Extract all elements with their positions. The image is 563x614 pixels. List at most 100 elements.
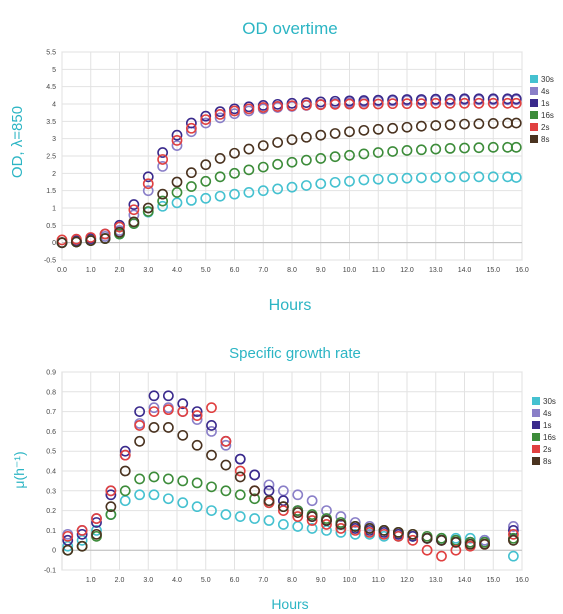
x-tick-label: 7.0	[258, 267, 268, 274]
data-point	[415, 98, 427, 110]
data-point	[234, 489, 246, 501]
data-point	[185, 122, 197, 134]
x-axis-label: Hours	[271, 596, 308, 612]
data-point	[206, 449, 217, 461]
y-tick-label: -0.1	[44, 568, 56, 575]
x-tick-label: 9.0	[316, 577, 326, 584]
data-point	[91, 528, 102, 540]
data-point	[229, 188, 240, 200]
data-point	[459, 118, 470, 130]
y-tick-label: 5	[52, 67, 56, 74]
data-point	[315, 178, 327, 190]
data-point	[459, 142, 470, 154]
data-point	[200, 117, 212, 129]
data-point	[444, 93, 456, 105]
data-point	[473, 93, 485, 105]
data-point	[277, 505, 289, 516]
data-point	[344, 175, 355, 187]
data-point	[229, 167, 240, 179]
data-point	[99, 228, 111, 240]
data-point	[157, 200, 169, 212]
data-point	[459, 171, 470, 183]
y-tick-label: 2.5	[46, 154, 56, 161]
data-point	[91, 517, 102, 528]
data-point	[401, 121, 413, 133]
data-point	[444, 142, 456, 154]
data-point	[85, 235, 97, 246]
data-point	[344, 98, 355, 110]
data-point	[220, 459, 232, 471]
data-point	[272, 137, 284, 148]
legend-label-30s: 30s	[543, 397, 556, 406]
data-point	[220, 435, 232, 447]
data-point	[263, 479, 275, 491]
data-point	[277, 501, 289, 513]
data-point	[300, 180, 312, 191]
x-tick-label: 16.0	[515, 577, 529, 584]
data-point	[171, 176, 183, 188]
data-point	[234, 511, 246, 522]
data-point	[415, 144, 427, 156]
data-point	[358, 148, 370, 160]
data-point	[487, 97, 499, 109]
data-point	[510, 97, 522, 109]
data-point	[234, 465, 246, 477]
data-point	[329, 98, 341, 110]
data-point	[444, 119, 456, 131]
data-point	[487, 93, 499, 105]
legend: 30s 4s 1s 16s 2s 8s	[532, 397, 556, 466]
data-point	[214, 153, 226, 164]
od-overtime-chart: OD overtime Hours OD, λ=850 0.0 1.0 2.0 3.0…	[9, 19, 554, 314]
legend-label-2s: 2s	[541, 123, 549, 132]
legend-swatch-16s	[532, 433, 540, 441]
data-point	[372, 94, 384, 106]
data-point	[459, 93, 470, 105]
data-point	[349, 525, 361, 536]
data-point	[510, 93, 522, 105]
data-point	[114, 221, 125, 233]
data-point	[206, 425, 217, 437]
x-tick-label: 4.0	[172, 267, 182, 274]
data-point	[387, 122, 399, 134]
x-tick-label: 12.0	[400, 267, 414, 274]
data-point	[286, 134, 298, 146]
data-point	[148, 471, 160, 483]
x-tick-label: 2.0	[115, 577, 125, 584]
data-point	[119, 465, 131, 477]
data-point	[306, 511, 318, 522]
data-point	[249, 513, 261, 524]
data-point	[286, 181, 298, 193]
data-point	[292, 507, 304, 518]
data-point	[292, 511, 304, 522]
legend-swatch-2s	[532, 445, 540, 453]
data-point	[329, 176, 341, 188]
data-point	[349, 517, 361, 528]
data-point	[257, 161, 269, 173]
data-point	[249, 493, 261, 505]
data-point	[171, 140, 183, 151]
data-point	[344, 95, 355, 107]
data-point	[473, 171, 485, 183]
x-tick-label: 11.0	[372, 577, 385, 584]
data-point	[358, 124, 370, 136]
data-point	[91, 525, 102, 536]
x-tick-label: 16.0	[515, 267, 529, 274]
data-point	[162, 422, 174, 433]
y-tick-label: 0.8	[46, 389, 56, 396]
y-tick-label: 4.5	[46, 84, 56, 91]
x-tick-label: 15.0	[486, 267, 500, 274]
y-tick-label: 0.6	[46, 429, 56, 436]
data-point	[62, 544, 74, 556]
data-point	[401, 98, 413, 110]
data-point	[105, 489, 117, 501]
data-point	[358, 98, 370, 110]
data-point	[134, 473, 146, 485]
x-tick-label: 10.0	[343, 577, 357, 584]
data-point	[134, 435, 146, 447]
data-point	[220, 485, 232, 497]
data-point	[407, 534, 419, 546]
chart-title: OD overtime	[242, 19, 337, 38]
data-point	[306, 515, 318, 526]
data-point	[507, 534, 519, 546]
data-point	[134, 489, 146, 501]
